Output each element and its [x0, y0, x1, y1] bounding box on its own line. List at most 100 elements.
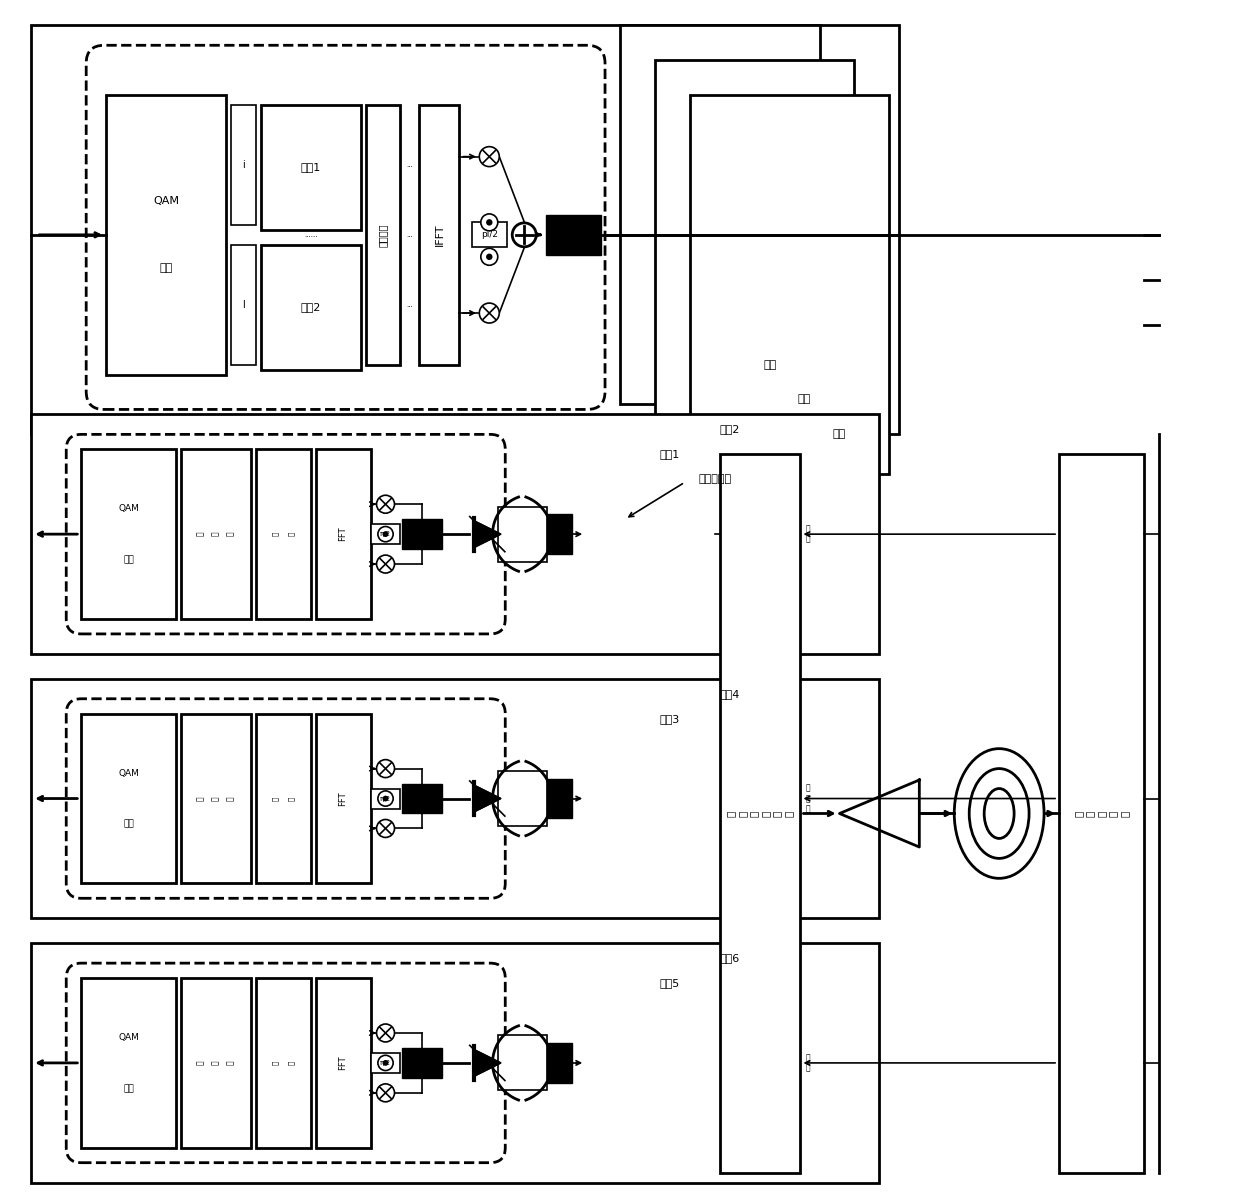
Text: 码片1: 码片1 [300, 162, 321, 172]
Text: π/2: π/2 [379, 531, 391, 537]
Bar [546, 215, 601, 254]
Polygon shape [474, 521, 501, 548]
Text: 判: 判 [196, 1060, 206, 1065]
Text: 判: 判 [196, 531, 206, 536]
Circle shape [377, 819, 394, 837]
Text: 光
波: 光 波 [805, 1053, 810, 1072]
Bar [403, 519, 443, 549]
Text: 光电探测器: 光电探测器 [698, 474, 732, 485]
Text: 解调: 解调 [123, 1084, 134, 1093]
Text: 配: 配 [288, 796, 295, 801]
Circle shape [481, 214, 497, 230]
Bar [419, 105, 459, 364]
Text: 器: 器 [227, 1060, 236, 1065]
Text: 终端: 终端 [763, 359, 776, 369]
Circle shape [378, 790, 393, 806]
Text: 判: 判 [196, 796, 206, 801]
Bar [497, 771, 547, 826]
Text: π/2: π/2 [379, 1060, 391, 1066]
Circle shape [383, 1060, 388, 1066]
Text: 用户3: 用户3 [660, 714, 680, 724]
Bar [371, 1053, 401, 1073]
Bar [547, 515, 572, 554]
Text: QAM: QAM [118, 769, 139, 777]
Text: 用户1: 用户1 [660, 449, 680, 460]
Bar [181, 714, 250, 884]
FancyBboxPatch shape [66, 435, 505, 634]
Text: 配: 配 [288, 1060, 295, 1065]
Circle shape [512, 223, 536, 247]
Text: 器: 器 [227, 796, 236, 801]
Text: ...: ... [407, 162, 413, 168]
Text: 功率适配: 功率适配 [378, 223, 388, 247]
Bar [81, 449, 176, 618]
Text: FFT: FFT [339, 527, 347, 541]
Bar [31, 943, 879, 1182]
Text: 码片2: 码片2 [300, 302, 321, 312]
Text: 波
光: 波 光 [805, 524, 810, 543]
Bar [181, 449, 250, 618]
Text: ......: ...... [304, 232, 317, 238]
Circle shape [377, 1084, 394, 1102]
Text: 匹: 匹 [272, 533, 279, 536]
Text: FFT: FFT [339, 792, 347, 806]
Bar [547, 778, 572, 818]
Bar [366, 105, 401, 364]
Text: 配: 配 [288, 533, 295, 536]
Text: i: i [242, 160, 244, 170]
Text: 匹: 匹 [272, 796, 279, 801]
Bar [107, 96, 226, 375]
Bar [316, 978, 371, 1147]
Text: IFFT: IFFT [434, 223, 444, 246]
Bar [255, 714, 311, 884]
Text: 终端: 终端 [799, 394, 811, 405]
Bar [260, 105, 361, 230]
Bar [403, 783, 443, 813]
Bar [31, 25, 899, 435]
Circle shape [377, 496, 394, 513]
Text: 空
光
波: 空 光 波 [805, 783, 810, 813]
Bar [689, 96, 889, 474]
Bar [1059, 455, 1143, 1173]
Text: 终端: 终端 [833, 430, 846, 439]
Circle shape [383, 795, 388, 801]
Text: 器: 器 [227, 531, 236, 536]
Text: 决: 决 [211, 1060, 221, 1065]
Bar [371, 788, 401, 808]
Circle shape [480, 147, 500, 167]
Bar [497, 1035, 547, 1090]
Text: 解调: 解调 [123, 819, 134, 829]
Text: 解调: 解调 [123, 555, 134, 564]
Text: 模
式
解
复
用
器: 模 式 解 复 用 器 [725, 811, 794, 817]
Text: 用户5: 用户5 [660, 978, 680, 989]
Bar [403, 1048, 443, 1078]
Text: ...: ... [407, 232, 413, 238]
FancyBboxPatch shape [66, 964, 505, 1163]
Text: QAM: QAM [153, 196, 179, 207]
Text: 用户2: 用户2 [719, 424, 740, 435]
Bar [472, 222, 507, 247]
Circle shape [481, 248, 497, 265]
Bar [497, 506, 547, 561]
Bar [719, 455, 800, 1173]
Bar [316, 449, 371, 618]
FancyBboxPatch shape [66, 698, 505, 898]
Circle shape [486, 253, 492, 260]
Circle shape [378, 527, 393, 542]
Bar [181, 978, 250, 1147]
Circle shape [377, 759, 394, 777]
Polygon shape [474, 1050, 501, 1076]
Text: l: l [242, 300, 244, 309]
Bar [655, 60, 854, 439]
Text: FFT: FFT [339, 1055, 347, 1070]
Bar [620, 25, 820, 405]
Text: ...: ... [407, 302, 413, 308]
Text: 匹: 匹 [272, 1060, 279, 1065]
Bar [255, 449, 311, 618]
Text: pi/2: pi/2 [481, 230, 497, 239]
Bar [81, 978, 176, 1147]
Bar [31, 414, 879, 654]
Text: 决: 决 [211, 531, 221, 536]
Bar [81, 714, 176, 884]
Bar [371, 524, 401, 544]
